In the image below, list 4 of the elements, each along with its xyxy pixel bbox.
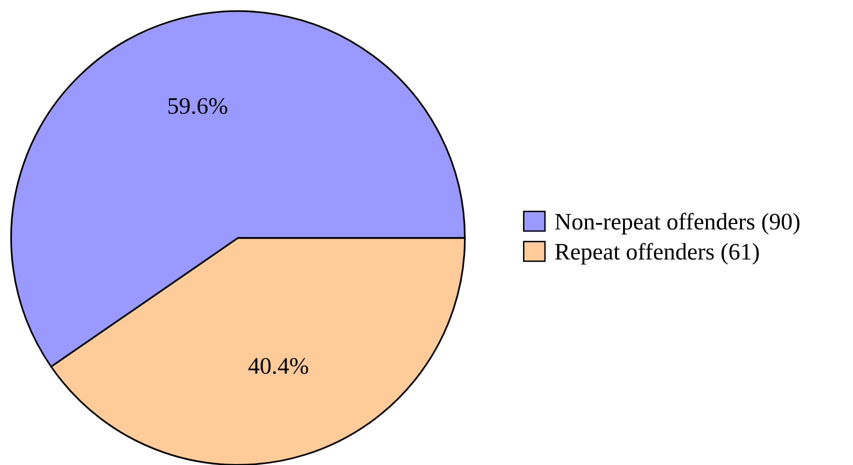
data-label: 59.6%	[168, 98, 228, 114]
data-label: 40.4%	[248, 358, 308, 374]
legend-label: Non-repeat offenders (90)	[555, 212, 800, 234]
legend-label: Repeat offenders (61)	[555, 242, 759, 265]
